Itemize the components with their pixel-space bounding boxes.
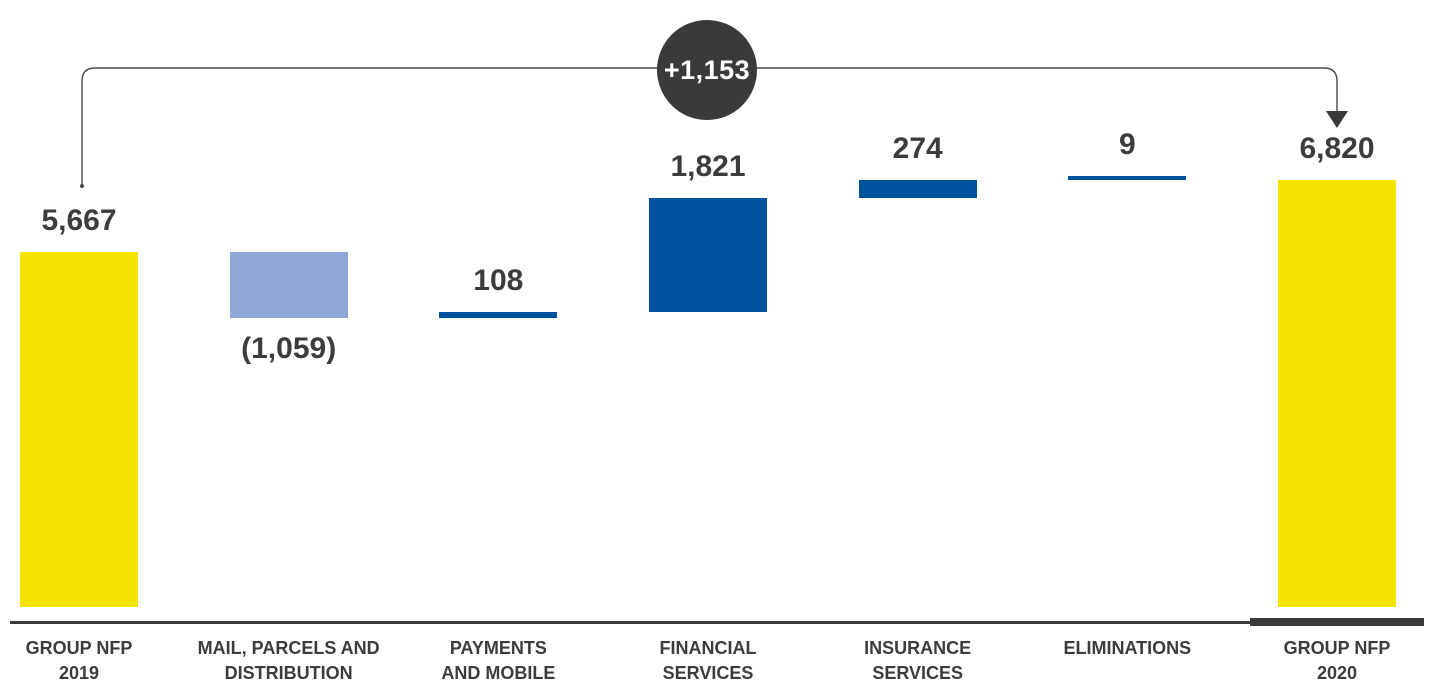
value-label-group-nfp-2019: 5,667 — [41, 204, 117, 238]
bar-eliminations — [1068, 176, 1187, 181]
value-label-eliminations: 9 — [1119, 128, 1136, 162]
bar-mail-parcels-and-distribution — [229, 252, 348, 319]
category-label-group-nfp-2019: GROUP NFP 2019 — [25, 638, 133, 683]
change-badge: +1,153 — [657, 20, 757, 120]
value-label-mail-parcels-and-distribution: (1,059) — [241, 332, 337, 366]
category-label-eliminations: ELIMINATIONS — [1063, 638, 1192, 658]
bar-group-nfp-2020 — [1278, 179, 1397, 607]
value-label-insurance-services: 274 — [892, 132, 943, 166]
change-badge-value: +1,153 — [663, 54, 751, 85]
category-label-payments-and-mobile: PAYMENTS AND MOBILE — [441, 638, 556, 683]
value-label-payments-and-mobile: 108 — [473, 263, 524, 297]
category-label-group-nfp-2020: GROUP NFP 2020 — [1283, 638, 1391, 683]
arrow-down-icon — [1326, 111, 1348, 128]
value-label-group-nfp-2020: 6,820 — [1299, 131, 1375, 165]
x-axis-line — [10, 621, 1424, 624]
category-label-financial-services: FINANCIAL SERVICES — [659, 638, 757, 683]
connector-start-dot — [80, 184, 84, 188]
bar-payments-and-mobile — [439, 311, 558, 319]
x-axis-highlight-group-nfp-2020 — [1250, 618, 1424, 626]
category-label-mail-parcels-and-distribution: MAIL, PARCELS AND DISTRIBUTION — [197, 638, 380, 683]
bar-insurance-services — [858, 180, 977, 198]
bar-group-nfp-2019 — [20, 252, 138, 607]
value-label-financial-services: 1,821 — [670, 149, 746, 183]
bar-financial-services — [649, 197, 767, 312]
category-label-insurance-services: INSURANCE SERVICES — [864, 638, 972, 683]
